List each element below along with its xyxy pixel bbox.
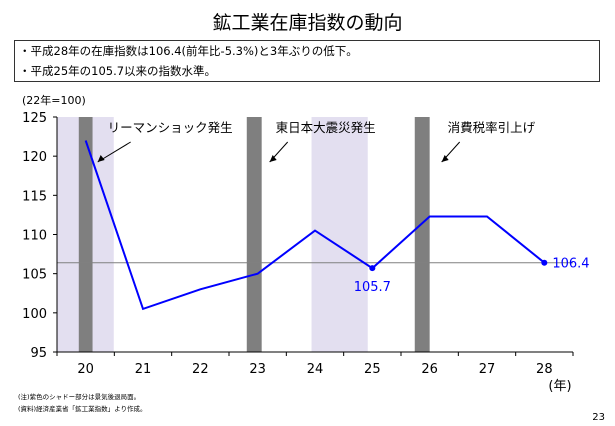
event-bar (414, 117, 430, 352)
summary-line: ・平成28年の在庫指数は106.4(前年比-5.3%)と3年ぶりの低下。 (19, 44, 358, 58)
summary-box: ・平成28年の在庫指数は106.4(前年比-5.3%)と3年ぶりの低下。 ・平成… (14, 40, 600, 82)
x-axis-label: (年) (548, 379, 571, 394)
x-tick-label: 28 (536, 362, 553, 377)
x-tick-label: 21 (135, 362, 152, 377)
y-tick-label: 100 (22, 307, 47, 322)
annotation-label: リーマンショック発生 (108, 120, 233, 135)
data-point (541, 259, 548, 266)
data-label: 105.7 (354, 280, 391, 295)
arrowhead-icon (269, 155, 277, 162)
footnote: (資料)経済産業省「鉱工業指数」より作成。 (18, 405, 147, 413)
data-point (369, 265, 376, 272)
footnotes: (注)紫色のシャドー部分は景気後退局面。 (資料)経済産業省「鉱工業指数」より作… (18, 391, 146, 415)
page-title: 鉱工業在庫指数の動向 (212, 12, 403, 34)
y-tick-label: 110 (22, 229, 47, 244)
arrowhead-icon (441, 155, 449, 162)
x-tick-label: 26 (421, 362, 438, 377)
summary-line: ・平成25年の105.7以来の指数水準。 (19, 64, 217, 78)
series-line (84, 140, 545, 311)
x-tick-label: 22 (192, 362, 209, 377)
unit-label: (22年=100) (22, 94, 86, 107)
y-tick-label: 115 (22, 189, 47, 204)
x-tick-label: 25 (364, 362, 381, 377)
x-tick-label: 27 (479, 362, 496, 377)
y-tick-label: 120 (22, 150, 47, 165)
x-tick-label: 24 (307, 362, 324, 377)
footnote: (注)紫色のシャドー部分は景気後退局面。 (18, 393, 141, 401)
annotation-label: 消費税率引上げ (448, 120, 536, 135)
y-tick-label: 125 (22, 111, 47, 126)
y-tick-label: 105 (22, 268, 47, 283)
page-number: 23 (592, 412, 605, 423)
x-tick-label: 23 (249, 362, 266, 377)
event-bar (78, 117, 93, 352)
arrowhead-icon (97, 155, 105, 162)
data-label: 106.4 (552, 257, 589, 272)
x-tick-label: 20 (77, 362, 94, 377)
y-tick-label: 95 (30, 346, 47, 361)
event-bar (246, 117, 262, 352)
annotation-label: 東日本大震災発生 (276, 120, 376, 135)
